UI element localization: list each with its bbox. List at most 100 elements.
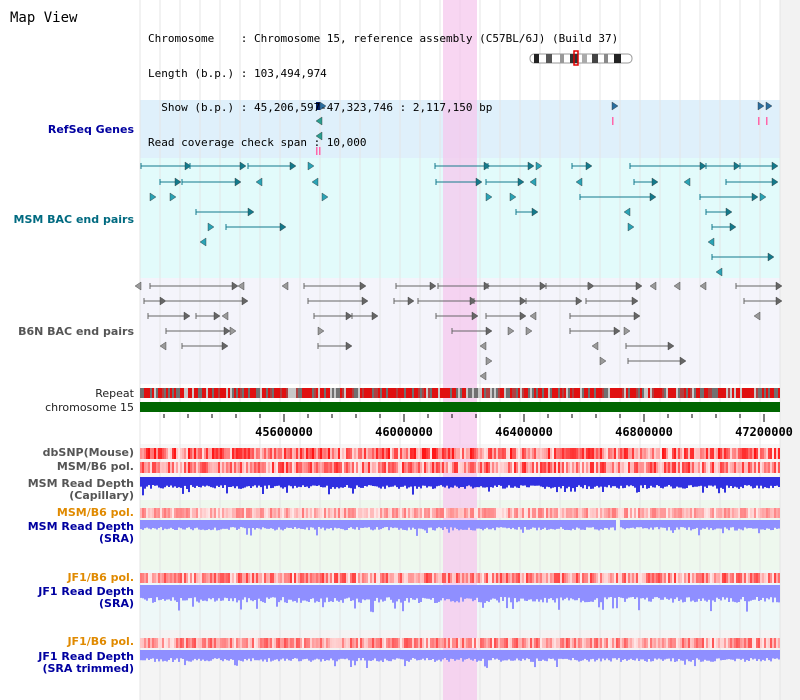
- b6n-bac-pair-end[interactable]: [231, 281, 239, 291]
- b6n-bac-pair-end[interactable]: [359, 281, 367, 291]
- b6n-bac-pair-end[interactable]: [469, 296, 477, 306]
- b6n-bac-pair-end[interactable]: [539, 281, 547, 291]
- b6n-bac-pair-end[interactable]: [345, 341, 353, 351]
- b6n-bac-pair-end[interactable]: [221, 341, 229, 351]
- b6n-bac-end[interactable]: [649, 281, 657, 291]
- b6n-bac-end[interactable]: [673, 281, 681, 291]
- refseq-gene[interactable]: [611, 101, 619, 111]
- msm-bac-pair-end[interactable]: [585, 161, 593, 171]
- track-label-jf1-b6-pol-2[interactable]: JF1/B6 pol.: [67, 635, 134, 648]
- track-label-refseq[interactable]: RefSeq Genes: [47, 123, 134, 136]
- msm-bac-end[interactable]: [255, 177, 263, 187]
- b6n-bac-pair-end[interactable]: [223, 326, 231, 336]
- b6n-bac-end[interactable]: [221, 311, 229, 321]
- msm-bac-pair-end[interactable]: [531, 207, 539, 217]
- msm-bac-pair-end[interactable]: [725, 207, 733, 217]
- msm-bac-pair-end[interactable]: [649, 192, 657, 202]
- b6n-bac-pair-end[interactable]: [345, 311, 353, 321]
- track-label-jf1-depth-sra[interactable]: JF1 Read Depth (SRA): [38, 585, 134, 610]
- b6n-bac-pair-end[interactable]: [519, 311, 527, 321]
- b6n-bac-pair-end[interactable]: [679, 356, 687, 366]
- msm-bac-pair-end[interactable]: [279, 222, 287, 232]
- track-label-jf1-depth-trimmed[interactable]: JF1 Read Depth (SRA trimmed): [38, 650, 134, 675]
- b6n-bac-end[interactable]: [317, 326, 325, 336]
- msm-bac-pair-end[interactable]: [483, 161, 491, 171]
- b6n-bac-pair-end[interactable]: [183, 311, 191, 321]
- msm-bac-pair-end[interactable]: [517, 177, 525, 187]
- msm-bac-end[interactable]: [759, 192, 767, 202]
- track-label-msm-b6-pol-2[interactable]: MSM/B6 pol.: [56, 506, 134, 519]
- msm-bac-pair-end[interactable]: [247, 207, 255, 217]
- msm-bac-pair-end[interactable]: [289, 161, 297, 171]
- msm-bac-pair-end[interactable]: [771, 177, 779, 187]
- msm-bac-pair-end[interactable]: [699, 161, 707, 171]
- msm-bac-end[interactable]: [311, 177, 319, 187]
- msm-bac-end[interactable]: [149, 192, 157, 202]
- msm-bac-end[interactable]: [529, 177, 537, 187]
- b6n-bac-pair-end[interactable]: [483, 281, 491, 291]
- track-label-msm-b6-pol[interactable]: MSM/B6 pol.: [56, 460, 134, 473]
- msm-bac-end[interactable]: [207, 222, 215, 232]
- msm-bac-end[interactable]: [627, 222, 635, 232]
- msm-bac-pair-end[interactable]: [184, 161, 192, 171]
- msm-bac-pair-end[interactable]: [729, 222, 737, 232]
- b6n-bac-end[interactable]: [507, 326, 515, 336]
- msm-bac-pair-end[interactable]: [771, 161, 779, 171]
- b6n-bac-end[interactable]: [525, 326, 533, 336]
- chromosome-ideogram[interactable]: [529, 50, 633, 66]
- b6n-bac-pair-end[interactable]: [775, 296, 783, 306]
- track-features[interactable]: [134, 101, 783, 668]
- track-label-b6n-bac[interactable]: B6N BAC end pairs: [18, 325, 134, 338]
- b6n-bac-pair-end[interactable]: [613, 326, 621, 336]
- msm-bac-pair-end[interactable]: [174, 177, 182, 187]
- chromosome-bar[interactable]: [140, 402, 780, 412]
- msm-bac-pair-end[interactable]: [651, 177, 659, 187]
- b6n-bac-end[interactable]: [479, 341, 487, 351]
- msm-bac-end[interactable]: [509, 192, 517, 202]
- b6n-bac-end[interactable]: [281, 281, 289, 291]
- refseq-gene[interactable]: [757, 101, 765, 111]
- b6n-bac-end[interactable]: [599, 356, 607, 366]
- b6n-bac-end[interactable]: [591, 341, 599, 351]
- b6n-bac-pair-end[interactable]: [519, 296, 527, 306]
- b6n-bac-pair-end[interactable]: [371, 311, 379, 321]
- b6n-bac-pair-end[interactable]: [361, 296, 369, 306]
- msm-bac-end[interactable]: [575, 177, 583, 187]
- b6n-bac-end[interactable]: [134, 281, 142, 291]
- msm-bac-pair-end[interactable]: [527, 161, 535, 171]
- msm-bac-end[interactable]: [707, 237, 715, 247]
- b6n-bac-pair-end[interactable]: [633, 311, 641, 321]
- track-label-msm-depth-capillary[interactable]: MSM Read Depth (Capillary): [27, 477, 134, 502]
- msm-bac-end[interactable]: [485, 192, 493, 202]
- track-label-msm-bac[interactable]: MSM BAC end pairs: [13, 213, 134, 226]
- msm-bac-end[interactable]: [321, 192, 329, 202]
- msm-bac-end[interactable]: [307, 161, 315, 171]
- b6n-bac-pair-end[interactable]: [213, 311, 221, 321]
- msm-bac-end[interactable]: [683, 177, 691, 187]
- msm-bac-end[interactable]: [169, 192, 177, 202]
- msm-bac-pair-end[interactable]: [751, 192, 759, 202]
- track-label-jf1-b6-pol[interactable]: JF1/B6 pol.: [67, 571, 134, 584]
- refseq-gene[interactable]: [765, 101, 773, 111]
- b6n-bac-pair-end[interactable]: [241, 296, 249, 306]
- b6n-bac-pair-end[interactable]: [635, 281, 643, 291]
- b6n-bac-end[interactable]: [623, 326, 631, 336]
- b6n-bac-end[interactable]: [753, 311, 761, 321]
- msm-bac-pair-end[interactable]: [733, 161, 741, 171]
- msm-bac-pair-end[interactable]: [239, 161, 247, 171]
- refseq-gene[interactable]: [319, 101, 327, 111]
- refseq-gene-block[interactable]: [316, 102, 320, 110]
- b6n-bac-pair-end[interactable]: [631, 296, 639, 306]
- msm-bac-end[interactable]: [715, 267, 723, 277]
- msm-bac-pair-end[interactable]: [475, 177, 483, 187]
- b6n-bac-pair-end[interactable]: [775, 281, 783, 291]
- msm-bac-end[interactable]: [623, 207, 631, 217]
- b6n-bac-end[interactable]: [237, 281, 245, 291]
- b6n-bac-pair-end[interactable]: [471, 311, 479, 321]
- track-label-dbsnp[interactable]: dbSNP(Mouse): [42, 446, 134, 459]
- b6n-bac-end[interactable]: [159, 341, 167, 351]
- b6n-bac-end[interactable]: [485, 356, 493, 366]
- b6n-bac-end[interactable]: [479, 371, 487, 381]
- b6n-bac-pair-end[interactable]: [667, 341, 675, 351]
